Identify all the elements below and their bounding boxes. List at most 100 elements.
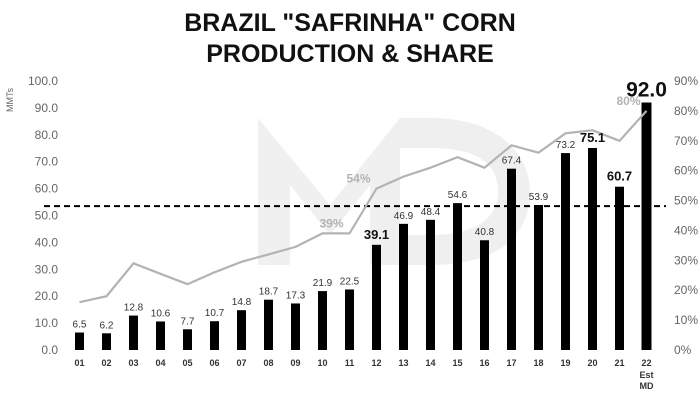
bar-data-label: 53.9	[529, 192, 549, 203]
bar	[453, 203, 462, 350]
y2-tick-label: 10%	[674, 313, 698, 327]
x-tick-label: 22	[641, 358, 651, 368]
bar	[291, 303, 300, 350]
bar-data-label: 14.8	[232, 297, 252, 308]
y-tick-label: 20.0	[35, 289, 59, 303]
x-tick-sublabel: Est	[639, 370, 653, 380]
x-tick-label: 05	[182, 358, 192, 368]
bar-data-label: 17.3	[286, 290, 306, 301]
x-tick-label: 02	[101, 358, 111, 368]
bar	[426, 219, 435, 350]
bar-data-label: 6.5	[73, 320, 87, 331]
y2-tick-label: 30%	[674, 253, 698, 267]
share-data-label: 80%	[616, 94, 640, 108]
bar-data-label: 22.5	[340, 276, 360, 287]
bar	[399, 223, 408, 350]
bar-data-label: 18.7	[259, 287, 279, 298]
bar	[507, 168, 516, 350]
x-tick-label: 16	[479, 358, 489, 368]
y-tick-label: 10.0	[35, 316, 59, 330]
x-tick-label: 07	[236, 358, 246, 368]
x-axis-ticks: 01 02 03 04 05 06 07 08 09 10 11 12 13 14 15 16 17 18 19 20…	[74, 358, 654, 391]
x-tick-label: 14	[425, 358, 435, 368]
bar	[264, 299, 273, 350]
bar-data-label: 54.6	[448, 190, 468, 201]
left-axis-ticks: 0.0 10.0 20.0 30.0 40.0 50.0 60.0 70.0 80.0 90.0 1…	[28, 74, 58, 357]
watermark-logo	[258, 118, 530, 265]
bar-series	[75, 102, 652, 351]
x-tick-label: 01	[74, 358, 84, 368]
bar	[318, 291, 327, 350]
bar-data-label: 48.4	[421, 207, 441, 218]
bar-data-label: 10.7	[205, 308, 225, 319]
chart-title-line-2: PRODUCTION & SHARE	[206, 40, 494, 68]
y2-tick-label: 0%	[674, 343, 692, 357]
y-tick-label: 60.0	[35, 182, 59, 196]
x-tick-label: 17	[506, 358, 516, 368]
bar-data-label: 67.4	[502, 156, 522, 167]
y-tick-label: 80.0	[35, 128, 59, 142]
share-data-labels: 39% 54% 80%	[319, 94, 640, 231]
bar	[129, 315, 138, 350]
bar-data-label: 21.9	[313, 278, 333, 289]
bar-data-label: 6.2	[100, 320, 114, 331]
x-tick-label: 20	[587, 358, 597, 368]
bar-data-label: 92.0	[626, 79, 667, 102]
x-tick-label: 10	[317, 358, 327, 368]
bar	[237, 310, 246, 350]
y-tick-label: 30.0	[35, 262, 59, 276]
bar-data-label: 7.7	[181, 316, 195, 327]
x-tick-label: 11	[345, 358, 355, 368]
y-tick-label: 100.0	[28, 74, 58, 88]
x-tick-label: 15	[452, 358, 462, 368]
bar	[534, 205, 543, 350]
x-tick-label: 21	[614, 358, 624, 368]
bar	[372, 244, 381, 350]
x-tick-sublabel: MD	[640, 381, 654, 391]
y2-tick-label: 60%	[674, 164, 698, 178]
x-tick-label: 03	[128, 358, 138, 368]
y-tick-label: 70.0	[35, 155, 59, 169]
bar-data-label: 60.7	[607, 169, 632, 184]
share-line	[79, 110, 648, 304]
y-tick-label: 90.0	[35, 101, 59, 115]
bar-data-label: 10.6	[151, 308, 171, 319]
bar-data-label: 46.9	[394, 211, 414, 222]
bar	[183, 329, 192, 350]
bar	[156, 321, 165, 350]
bar	[75, 332, 84, 350]
x-tick-label: 06	[209, 358, 219, 368]
y2-tick-label: 50%	[674, 194, 698, 208]
chart-title-line-1: BRAZIL "SAFRINHA" CORN	[184, 9, 516, 37]
x-tick-label: 19	[560, 358, 570, 368]
x-tick-label: 09	[290, 358, 300, 368]
y-tick-label: 0.0	[41, 343, 58, 357]
bar-data-labels: 6.5 6.2 12.8 10.6 7.7 10.7 14.8 18.7 17.3 21.9 22.…	[73, 79, 667, 332]
y2-tick-label: 40%	[674, 223, 698, 237]
bar	[588, 147, 597, 350]
x-tick-label: 04	[155, 358, 165, 368]
x-tick-label: 08	[263, 358, 273, 368]
x-tick-label: 18	[533, 358, 543, 368]
bar-data-label: 39.1	[364, 227, 389, 242]
y2-tick-label: 20%	[674, 283, 698, 297]
y2-tick-label: 80%	[674, 104, 698, 118]
y-axis-label: MMTs	[5, 88, 15, 112]
bar-data-label: 12.8	[124, 303, 144, 314]
right-axis-ticks: 0% 10% 20% 30% 40% 50% 60% 70% 80% 90%	[674, 74, 698, 357]
bar	[210, 321, 219, 350]
y-tick-label: 40.0	[35, 235, 59, 249]
bar	[641, 102, 652, 351]
share-data-label: 54%	[346, 172, 370, 186]
share-data-label: 39%	[319, 216, 343, 230]
bar-data-label: 40.8	[475, 227, 495, 238]
bar-data-label: 75.1	[580, 130, 605, 145]
y2-tick-label: 90%	[674, 74, 698, 88]
x-tick-label: 12	[371, 358, 381, 368]
bar	[102, 333, 111, 350]
bar	[615, 186, 624, 350]
y2-tick-label: 70%	[674, 134, 698, 148]
x-tick-label: 13	[398, 358, 408, 368]
y-tick-label: 50.0	[35, 209, 59, 223]
